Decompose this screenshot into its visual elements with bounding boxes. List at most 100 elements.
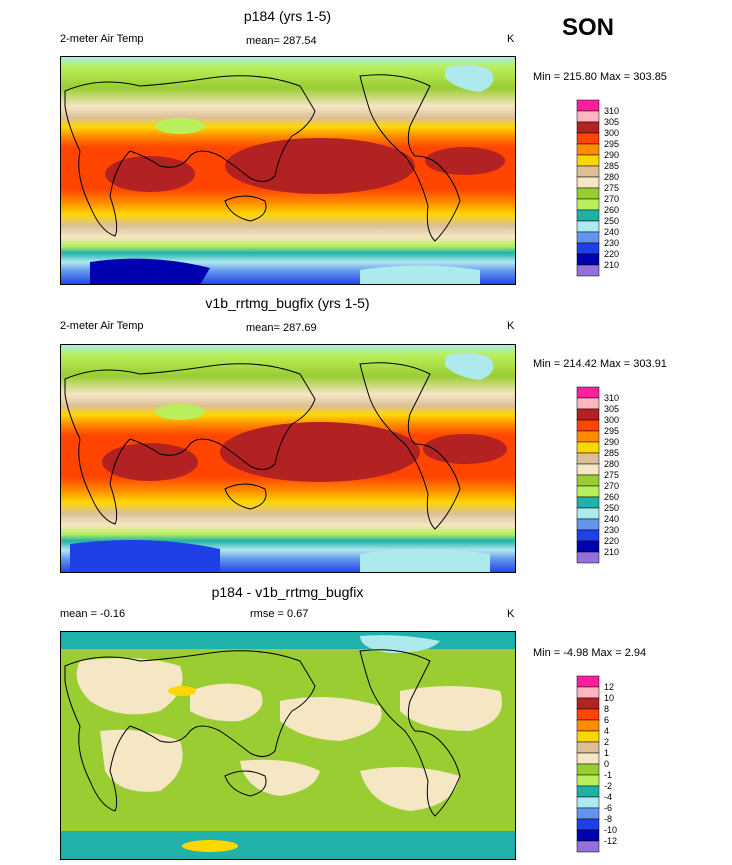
panel2-legend-box	[576, 485, 600, 498]
panel3-legend-label: -6	[604, 803, 612, 813]
panel2-legend-box	[576, 397, 600, 410]
panel1-minmax: Min = 215.80 Max = 303.85	[533, 71, 667, 83]
panel3-legend-label: 4	[604, 726, 609, 736]
panel2-legend-box	[576, 452, 600, 465]
panel3-legend-label: 8	[604, 704, 609, 714]
panel2-legend-box	[576, 496, 600, 509]
panel3-mean: mean = -0.16	[60, 608, 126, 620]
panel2-legend-box	[576, 507, 600, 520]
panel2-legend-box	[576, 540, 600, 553]
panel1-legend: 3103053002952902852802752702602502402302…	[576, 99, 619, 277]
panel2-legend-label: 240	[604, 514, 619, 524]
panel1-legend-box	[576, 231, 600, 244]
panel2-legend-label: 295	[604, 426, 619, 436]
panel3-legend-label: -8	[604, 814, 612, 824]
panel3-legend-box	[576, 752, 600, 765]
panel2-legend-label: 270	[604, 481, 619, 491]
panel3-legend-box	[576, 763, 600, 776]
panel2-legend-box	[576, 386, 600, 399]
panel1-antarctica	[90, 258, 210, 285]
panel1-title: p184 (yrs 1-5)	[243, 8, 332, 24]
panel1-map	[60, 56, 516, 285]
panel3-legend-box	[576, 796, 600, 809]
panel2-legend-box	[576, 474, 600, 487]
panel1-legend-box	[576, 110, 600, 123]
panel2-legend-label: 210	[604, 547, 619, 557]
panel3-legend-label: 1	[604, 748, 609, 758]
panel1-legend-box	[576, 165, 600, 178]
panel2-legend-label: 305	[604, 404, 619, 414]
panel1-legend-label: 260	[604, 205, 619, 215]
panel2-legend-box	[576, 463, 600, 476]
panel2-legend-label: 290	[604, 437, 619, 447]
panel3-legend-label: -1	[604, 770, 612, 780]
panel3-legend-box	[576, 807, 600, 820]
panel2-legend-label: 285	[604, 448, 619, 458]
panel3-legend-box	[576, 697, 600, 710]
panel3-legend-box	[576, 675, 600, 688]
panel2-legend-box	[576, 551, 600, 564]
panel1-legend-box	[576, 242, 600, 255]
panel3-legend-box	[576, 708, 600, 721]
panel2-legend-label: 220	[604, 536, 619, 546]
panel1-legend-label: 220	[604, 249, 619, 259]
panel1-legend-label: 305	[604, 117, 619, 127]
panel3-legend-label: 6	[604, 715, 609, 725]
panel1-legend-box	[576, 264, 600, 277]
panel3-legend-box	[576, 686, 600, 699]
panel1-greenland	[445, 64, 494, 92]
panel1-mean: mean= 287.54	[246, 35, 317, 47]
panel2-legend-label: 300	[604, 415, 619, 425]
panel2-greenland	[445, 352, 494, 380]
panel1-legend-label: 230	[604, 238, 619, 248]
panel1-legend-label: 285	[604, 161, 619, 171]
panel1-legend-box	[576, 253, 600, 266]
panel1-legend-box	[576, 132, 600, 145]
panel2-legend-label: 230	[604, 525, 619, 535]
panel2-antarctica	[70, 540, 220, 573]
panel1-legend-box	[576, 121, 600, 134]
panel3-coastlines	[64, 649, 461, 817]
panel2-legend-label: 280	[604, 459, 619, 469]
panel1-legend-label: 270	[604, 194, 619, 204]
panel3-legend-box	[576, 730, 600, 743]
panel3-legend-label: 0	[604, 759, 609, 769]
panel3-frame	[60, 631, 516, 860]
panel3-legend-box	[576, 829, 600, 842]
panel3-legend-label: -10	[604, 825, 617, 835]
panel1-legend-label: 250	[604, 216, 619, 226]
panel1-legend-label: 210	[604, 260, 619, 270]
panel3-legend-box	[576, 741, 600, 754]
panel2-legend: 3103053002952902852802752702602502402302…	[576, 386, 619, 564]
panel3-legend-label: 10	[604, 693, 614, 703]
panel1-legend-label: 275	[604, 183, 619, 193]
panel3-legend-box	[576, 774, 600, 787]
panel3-legend-box	[576, 818, 600, 831]
panel2-legend-box	[576, 408, 600, 421]
panel2-units: K	[507, 320, 515, 332]
panel2-mean: mean= 287.69	[246, 322, 317, 334]
panel1-frame	[60, 56, 516, 285]
panel1-legend-box	[576, 99, 600, 112]
panel2-variable-label: 2-meter Air Temp	[60, 320, 144, 332]
panel1-legend-box	[576, 143, 600, 156]
panel3-legend-label: 12	[604, 682, 614, 692]
panel1-legend-box	[576, 220, 600, 233]
panel1-legend-label: 290	[604, 150, 619, 160]
panel3-legend-label: -2	[604, 781, 612, 791]
panel2-legend-label: 275	[604, 470, 619, 480]
panel3-legend-box	[576, 719, 600, 732]
panel1-legend-label: 280	[604, 172, 619, 182]
panel2-title: v1b_rrtmg_bugfix (yrs 1-5)	[205, 295, 370, 311]
panel3-legend-box	[576, 840, 600, 853]
panel1-legend-label: 300	[604, 128, 619, 138]
panel2-legend-label: 260	[604, 492, 619, 502]
panel2-map	[60, 344, 516, 573]
panel2-frame	[60, 344, 516, 573]
panel2-coastlines	[64, 362, 461, 530]
panel2-legend-box	[576, 529, 600, 542]
season-label: SON	[562, 14, 615, 41]
panel2-legend-box	[576, 441, 600, 454]
panel1-legend-box	[576, 176, 600, 189]
